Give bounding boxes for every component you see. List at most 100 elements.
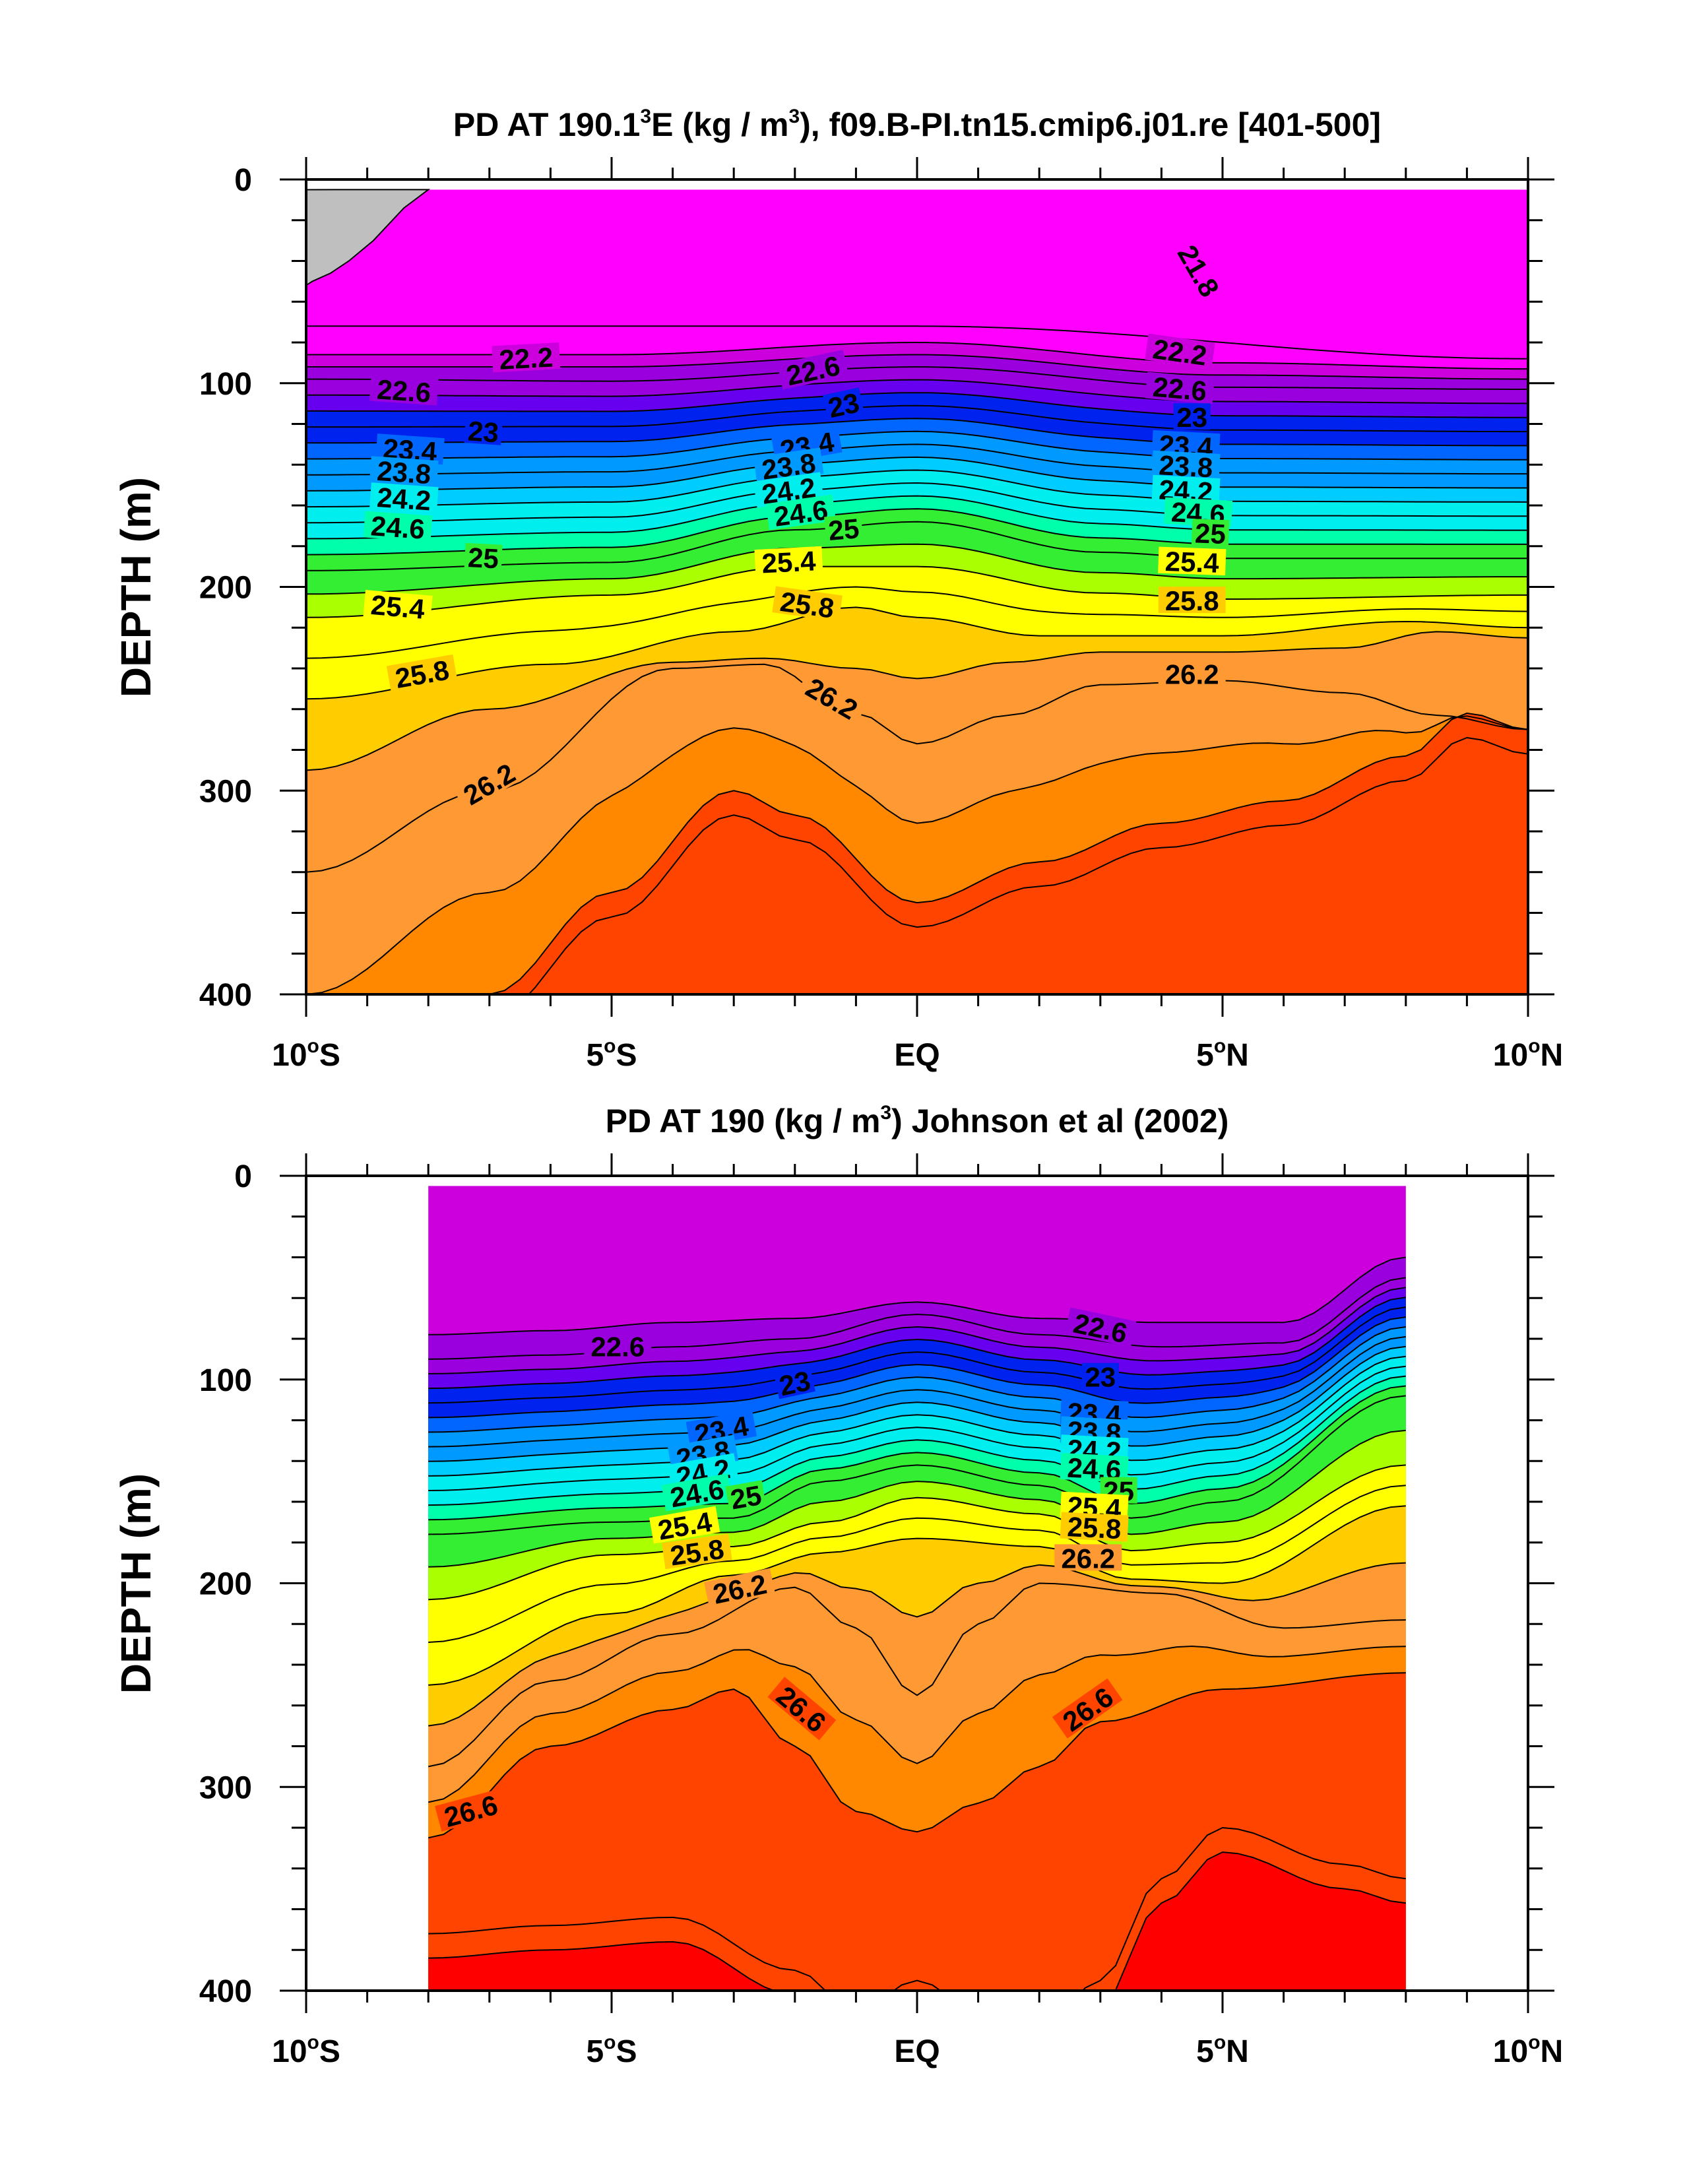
contour-label-bg [369,456,439,488]
contour-label-bg [1052,1678,1123,1739]
isopycnal-line [306,366,1528,390]
x-tick-label: 10oS [272,2032,340,2069]
contour-label: 22.6 [369,373,439,408]
y-axis-label: DEPTH (m) [112,477,160,697]
isopycnal-line [306,565,1528,618]
contour-label-bg [1151,474,1221,505]
contour-label-bg [662,1533,732,1570]
contour-label-bg [1065,1307,1137,1347]
contour-label-text: 25 [728,1479,764,1515]
isopycnal-line [306,606,1528,700]
x-tick-label: 5oS [586,2032,637,2069]
contour-label: 23 [464,415,503,448]
isopycnal-line [428,1287,1406,1374]
isopycnal-line [428,1345,1406,1462]
isopycnal-line [428,1385,1406,1521]
contour-label-text: 25 [827,513,861,546]
contour-label-text: 25.4 [1164,546,1220,579]
contour-label-text: 22.6 [1151,371,1208,407]
contour-label: 25.8 [1060,1511,1129,1545]
contour-label: 26.2 [1054,1543,1122,1574]
missing-data-region [306,189,431,286]
contour-label: 26.6 [767,1677,837,1741]
contour-label-text: 25.8 [779,586,836,624]
contour-label-bg [1060,1512,1129,1542]
contour-label: 25 [464,542,503,574]
x-tick-label: 5oN [1196,2032,1249,2069]
contour-label-bg [464,416,503,445]
axes: 10oS 5oS EQ 5oN 10oN 0 100 200 300 400 [199,1153,1563,2069]
contour-label: 23 [1173,402,1211,433]
contour-label: 24.6 [765,494,837,532]
y-tick-label: 400 [199,978,252,1013]
isopycnal-line [428,1464,1406,1601]
x-tick-label: EQ [894,1038,940,1073]
contour-label-bg [375,434,445,465]
contour-label: 26.2 [1158,658,1226,690]
contour-label-bg [822,387,865,422]
y-tick-label: 200 [199,571,252,606]
contour-label-text: 22.6 [376,373,432,408]
contour-label-bg [453,755,525,812]
isopycnal-line [428,1316,1406,1419]
contour-label-bg [492,342,561,373]
y-axis-label: DEPTH (m) [112,1473,160,1694]
contour-label-bg [754,546,823,577]
isopycnal-line [306,418,1528,447]
contour-label: 24.6 [363,510,433,545]
contour-label-text: 22.6 [590,1331,645,1362]
isopycnal-line [306,430,1528,461]
contour-label: 23 [822,387,865,424]
isopycnal-line [428,1375,1406,1506]
contour-label-bg [772,586,843,622]
isopycnal-line [306,663,1528,873]
contour-label-bg [584,1332,652,1359]
panel-model: PD AT 190.13E (kg / m3), f09.B-PI.tn15.c… [112,106,1563,1073]
x-tick-label: 5oN [1196,1035,1249,1073]
isopycnal-line [528,736,1528,994]
isopycnal-line [428,1355,1406,1477]
contour-label-bg [773,1365,815,1399]
contour-label-bg [704,1568,776,1609]
isopycnal-line [428,1826,1406,1991]
isopycnal-line [306,495,1528,540]
contour-label-bg [824,513,864,544]
isopycnal-line [428,1851,1406,1991]
contour-label: 25.4 [754,545,823,579]
axes: 10oS 5oS EQ 5oN 10oN 0 100 200 300 400 [199,157,1563,1073]
contour-label-bg [796,669,868,726]
contour-label-bg [1158,587,1226,614]
contour-label-text: 24.2 [376,482,432,517]
isopycnal-line [428,1395,1406,1535]
contour-label: 24.2 [369,482,439,517]
y-tick-label: 200 [199,1567,252,1602]
isopycnal-line [306,586,1528,659]
contour-label-text: 23 [825,387,862,424]
x-tick-label: 10oN [1493,2032,1563,2069]
isopycnal-line [428,1297,1406,1390]
y-tick-label: 0 [234,163,252,198]
x-tick-label: EQ [894,2034,940,2069]
contour-label: 25.8 [1158,585,1226,616]
y-tick-label: 400 [199,1974,252,2009]
isopycnal-line [428,1485,1406,1643]
contour-label-bg [685,1410,757,1448]
contour-label: 25.4 [363,589,433,625]
isopycnal-line [306,456,1528,492]
contour-label-bg [1158,660,1226,687]
contour-label-text: 24.6 [370,510,426,545]
contour-label: 22.6 [1145,371,1215,407]
contour-label-bg [725,1480,767,1513]
isopycnal-line [306,469,1528,508]
isopycnal-line [428,1429,1406,1568]
isopycnal-line [306,543,1528,595]
x-tick-label: 10oS [272,1035,340,1073]
contour-label-text: 24.6 [772,494,829,532]
contour-label: 25 [1191,517,1230,550]
isopycnal-line [428,1335,1406,1448]
contour-label-bg [363,511,433,542]
x-tick-label: 5oS [586,1035,637,1073]
panel-title: PD AT 190.13E (kg / m3), f09.B-PI.tn15.c… [453,106,1381,143]
